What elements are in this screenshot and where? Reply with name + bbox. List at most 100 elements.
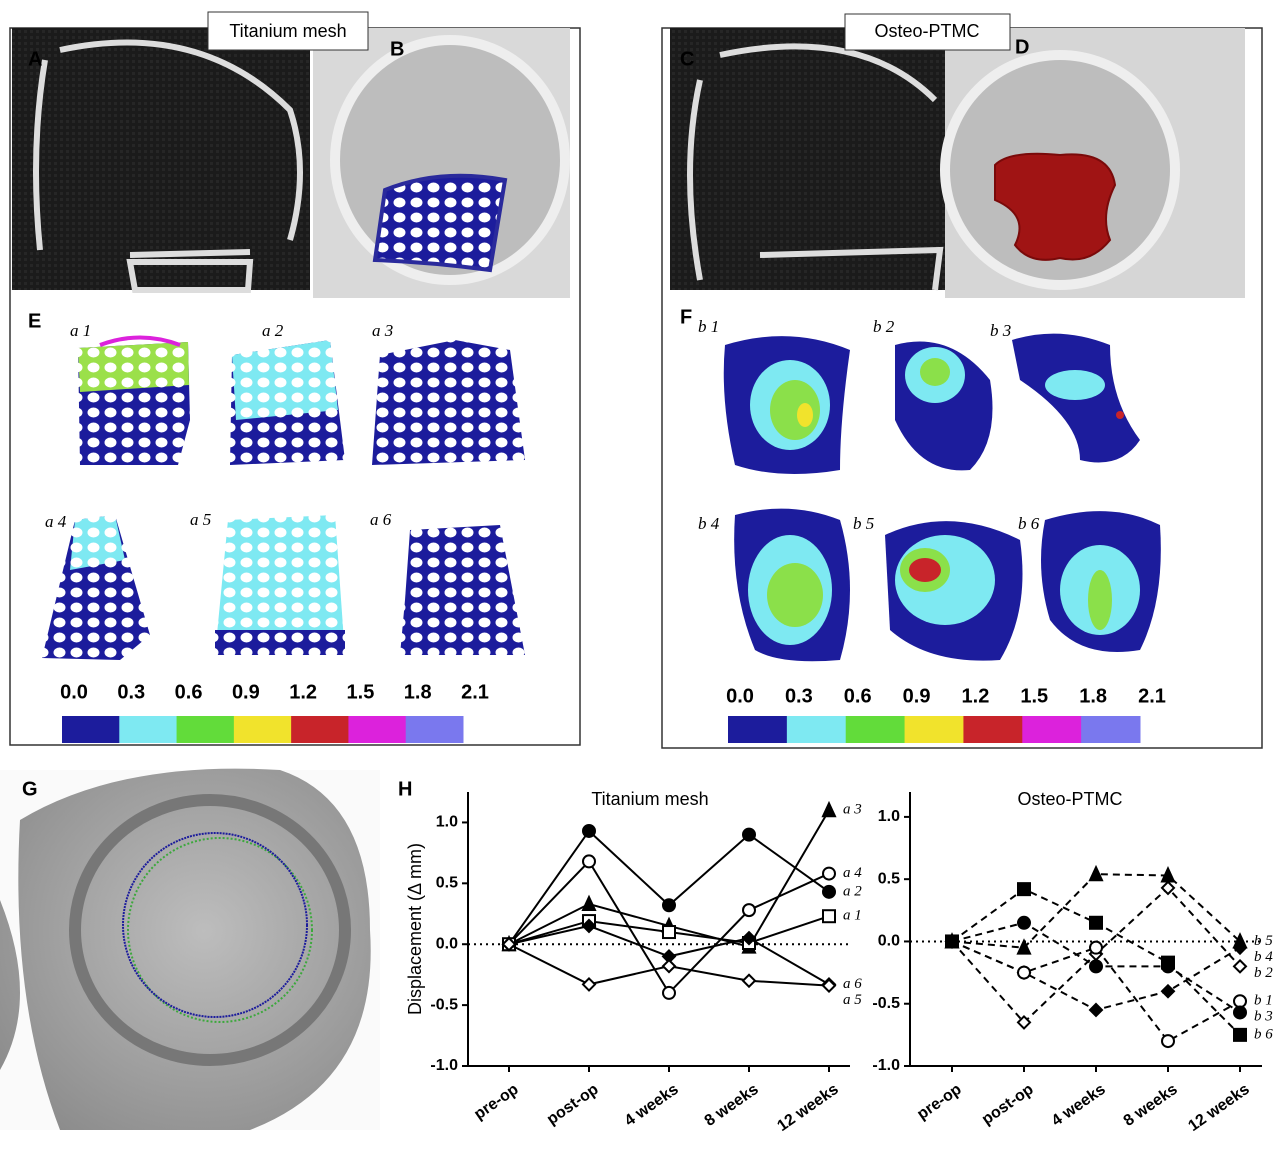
y-tick-label: 0.5: [436, 875, 458, 892]
panel-label: A: [28, 48, 42, 70]
sub-label: b 5: [853, 514, 874, 533]
marker: [1018, 883, 1030, 895]
marker: [1162, 957, 1174, 969]
marker: [743, 904, 755, 916]
series-label: b 4: [1254, 949, 1273, 965]
color-segment: [348, 716, 406, 743]
panel-label: D: [1015, 36, 1029, 58]
colorbar-tick-label: 1.5: [347, 681, 375, 703]
panel-label: E: [28, 310, 41, 332]
color-segment: [846, 716, 905, 743]
marker: [1090, 1004, 1102, 1016]
marker: [743, 829, 755, 841]
marker: [1162, 1035, 1174, 1047]
colorbar-tick-label: 1.2: [289, 681, 317, 703]
mesh-map: [232, 340, 338, 420]
y-tick-label: -0.5: [430, 996, 458, 1013]
heat-maps: [724, 334, 1161, 662]
sub-label: b 3: [990, 321, 1011, 340]
series-label: b 3: [1254, 1009, 1273, 1025]
marker: [1234, 960, 1246, 972]
series-label: a 1: [843, 908, 862, 924]
y-tick-label: 0.0: [878, 933, 900, 950]
marker: [743, 975, 755, 987]
marker: [1018, 917, 1030, 929]
marker: [663, 899, 675, 911]
color-segment: [406, 716, 464, 743]
image-title: Osteo-PTMC: [874, 21, 979, 41]
marker: [823, 886, 835, 898]
sub-label: a 5: [190, 510, 211, 529]
chart-title: Titanium mesh: [591, 789, 708, 809]
series-label: a 3: [843, 802, 862, 818]
y-tick-label: -0.5: [872, 995, 900, 1012]
marker: [583, 978, 595, 990]
mesh-map: [400, 525, 525, 655]
y-tick-label: -1.0: [872, 1057, 900, 1074]
x-tick-label: 8 weeks: [1121, 1081, 1181, 1130]
x-tick-label: pre-op: [914, 1081, 965, 1124]
marker: [823, 910, 835, 922]
panel-label: B: [390, 38, 404, 60]
colorbar-tick-label: 0.6: [175, 681, 203, 703]
sub-label: a 6: [370, 510, 392, 529]
marker: [583, 897, 595, 910]
marker: [1090, 942, 1102, 954]
image-title: Titanium mesh: [229, 21, 346, 41]
color-segment: [728, 716, 787, 743]
mesh-map: [215, 630, 345, 655]
color-segment: [905, 716, 964, 743]
series-label: a 6: [843, 976, 862, 992]
x-tick-label: pre-op: [471, 1081, 522, 1124]
colorbar-tick-label: 2.1: [461, 681, 489, 703]
marker: [663, 926, 675, 938]
marker: [1090, 960, 1102, 972]
sub-label: b 1: [698, 317, 719, 336]
panel-label: C: [680, 48, 694, 70]
series-label: b 5: [1254, 933, 1273, 949]
colorbar-tick-label: 1.5: [1020, 685, 1048, 707]
color-segment: [1022, 716, 1081, 743]
y-tick-label: 1.0: [436, 814, 458, 831]
x-tick-label: 8 weeks: [702, 1081, 762, 1130]
ct-image: [12, 28, 310, 290]
marker: [583, 855, 595, 867]
colorbar-tick-label: 1.8: [1079, 685, 1107, 707]
y-tick-label: -1.0: [430, 1057, 458, 1074]
colorbar-tick-label: 0.6: [844, 685, 872, 707]
marker: [663, 960, 675, 972]
x-tick-label: 12 weeks: [1185, 1081, 1252, 1135]
marker: [946, 935, 958, 947]
mesh-map: [372, 340, 525, 465]
marker: [1234, 995, 1246, 1007]
marker: [1090, 867, 1102, 880]
colorbar-tick-label: 0.3: [785, 685, 813, 707]
render-image: [0, 769, 371, 1130]
figure: A B C D E F G H Titanium mesh Osteo-PTMC…: [0, 0, 1275, 1151]
marker: [663, 987, 675, 999]
sub-label: a 3: [372, 321, 393, 340]
color-segment: [963, 716, 1022, 743]
colorbar-tick-label: 1.8: [404, 681, 432, 703]
mesh-implant: [375, 176, 505, 270]
color-segment: [787, 716, 846, 743]
y-tick-label: 0.0: [436, 935, 458, 952]
color-segment: [62, 716, 120, 743]
marker: [1018, 967, 1030, 979]
x-tick-label: 4 weeks: [1049, 1081, 1109, 1130]
marker: [1162, 882, 1174, 894]
series-label: a 5: [843, 992, 862, 1008]
color-segment: [234, 716, 292, 743]
x-tick-label: post-op: [979, 1081, 1037, 1129]
marker: [823, 868, 835, 880]
panel-label: F: [680, 306, 692, 328]
sub-label: b 2: [873, 317, 895, 336]
y-tick-label: 0.5: [878, 870, 900, 887]
marker: [1234, 1029, 1246, 1041]
marker: [583, 825, 595, 837]
colorbar-tick-label: 0.0: [726, 685, 754, 707]
color-segment: [119, 716, 177, 743]
colorbar-tick-label: 0.3: [117, 681, 145, 703]
color-segment: [291, 716, 349, 743]
sub-label: b 4: [698, 514, 720, 533]
